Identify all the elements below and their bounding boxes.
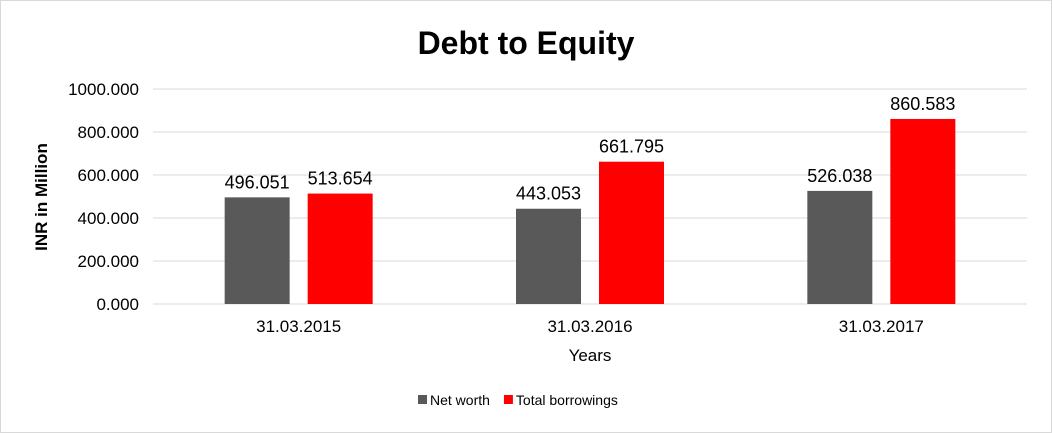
x-tick-label: 31.03.2017 xyxy=(839,317,924,336)
y-tick-label: 600.000 xyxy=(78,166,139,185)
x-axis-title: Years xyxy=(569,346,612,365)
bar-total-borrowings xyxy=(890,118,956,304)
legend-swatch xyxy=(503,395,513,404)
legend-label: Total borrowings xyxy=(516,392,618,408)
bars xyxy=(224,118,956,304)
data-label: 526.038 xyxy=(807,166,872,186)
chart-title: Debt to Equity xyxy=(418,25,635,61)
data-label: 661.795 xyxy=(599,137,664,157)
bar-total-borrowings xyxy=(307,193,373,304)
bar-total-borrowings xyxy=(599,161,664,304)
y-axis-title: INR in Million xyxy=(32,143,51,251)
x-axis-ticks: 31.03.2015 31.03.2016 31.03.2017 xyxy=(256,317,924,336)
y-tick-label: 400.000 xyxy=(78,209,139,228)
x-tick-label: 31.03.2016 xyxy=(547,317,632,336)
data-label: 513.654 xyxy=(308,169,373,189)
bar-net-worth xyxy=(224,197,290,304)
data-label: 860.583 xyxy=(890,94,955,114)
y-axis-ticks: 0.000 200.000 400.000 600.000 800.000 1000.00… xyxy=(68,80,139,314)
y-tick-label: 1000.000 xyxy=(68,80,139,99)
y-tick-label: 800.000 xyxy=(78,123,139,142)
legend-swatch xyxy=(418,395,427,404)
x-tick-label: 31.03.2015 xyxy=(256,317,341,336)
y-tick-label: 0.000 xyxy=(96,295,139,314)
gridlines xyxy=(153,88,1027,305)
bar-net-worth xyxy=(516,208,581,304)
data-labels: 496.051 513.654 443.053 661.795 526.038 860.5… xyxy=(225,94,956,204)
legend: Net worth Total borrowings xyxy=(418,392,618,408)
legend-label: Net worth xyxy=(430,392,490,408)
y-tick-label: 200.000 xyxy=(78,252,139,271)
data-label: 443.053 xyxy=(516,184,581,204)
bar-net-worth xyxy=(807,190,873,304)
data-label: 496.051 xyxy=(225,172,290,192)
